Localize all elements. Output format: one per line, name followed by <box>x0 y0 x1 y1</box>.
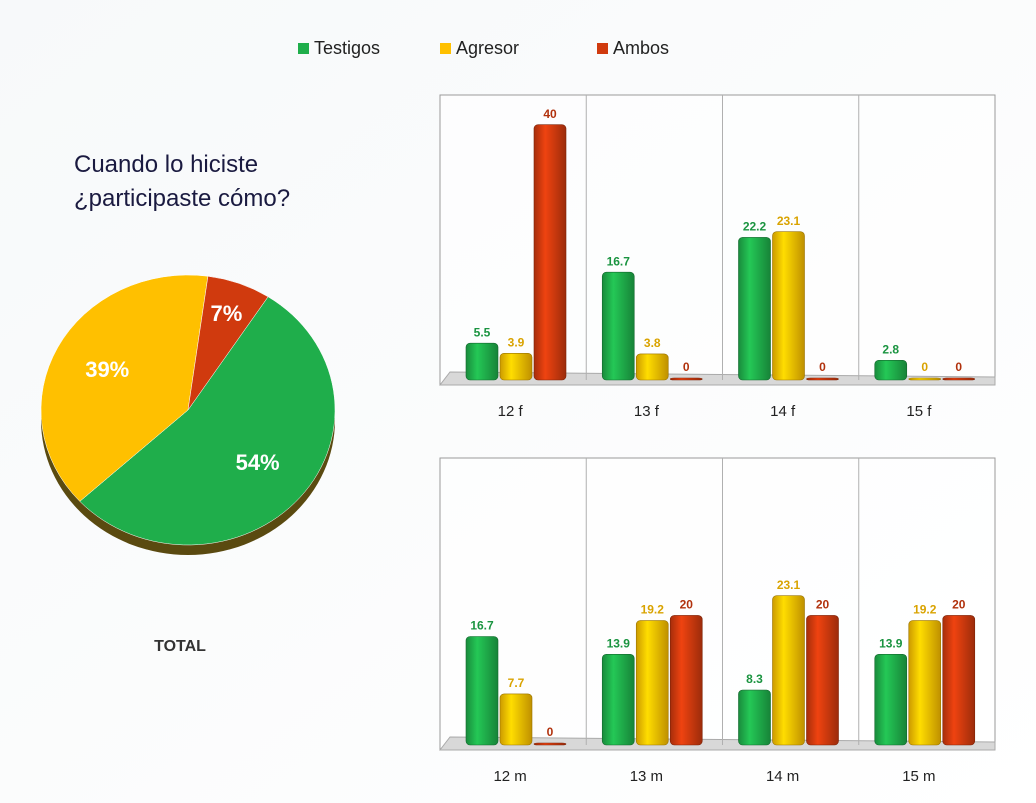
bar <box>772 595 805 746</box>
legend-label: Agresor <box>456 38 519 58</box>
bar-value-label: 0 <box>547 725 554 739</box>
bar-value-label: 22.2 <box>743 220 767 234</box>
bar <box>533 742 567 746</box>
bar-value-label: 20 <box>952 598 966 612</box>
bar-value-label: 0 <box>921 360 928 374</box>
x-tick-label: 15 m <box>902 768 935 785</box>
bar <box>806 615 839 746</box>
bar <box>738 689 771 746</box>
pie-label: TOTAL <box>154 638 206 655</box>
legend-label: Ambos <box>613 38 669 58</box>
bar <box>635 620 669 746</box>
bar <box>601 654 635 746</box>
x-tick-label: 13 m <box>630 768 663 785</box>
bar <box>942 615 976 746</box>
bar <box>601 271 635 381</box>
pie-value-label: 7% <box>211 301 243 326</box>
bar <box>772 231 805 381</box>
bar-value-label: 7.7 <box>508 676 525 690</box>
bar-value-label: 13.9 <box>879 637 903 651</box>
bar-value-label: 23.1 <box>777 578 801 592</box>
bar <box>874 654 908 746</box>
bar-value-label: 20 <box>680 598 694 612</box>
bar <box>908 620 942 746</box>
legend-swatch <box>298 43 309 54</box>
bar-value-label: 19.2 <box>913 603 937 617</box>
x-tick-label: 12 m <box>493 768 526 785</box>
bar <box>669 377 703 381</box>
bar <box>465 636 499 746</box>
bar-value-label: 2.8 <box>882 342 899 356</box>
pie-slice <box>79 296 336 546</box>
bar-value-label: 16.7 <box>470 619 494 633</box>
bar-value-label: 5.5 <box>474 325 491 339</box>
pie-slice <box>187 275 269 411</box>
pie-title: Cuando lo hiciste ¿participaste cómo? <box>74 151 291 212</box>
bar <box>465 342 499 381</box>
pie-value-label: 54% <box>236 450 280 475</box>
floor <box>438 736 996 751</box>
floor <box>438 371 996 386</box>
bar-value-label: 0 <box>819 360 826 374</box>
bar-value-label: 23.1 <box>777 214 801 228</box>
bar <box>942 377 976 381</box>
x-tick-label: 14 m <box>766 768 799 785</box>
bar <box>908 377 942 381</box>
legend-swatch <box>440 43 451 54</box>
bar <box>635 353 669 381</box>
bar-value-label: 16.7 <box>607 254 631 268</box>
pie-slice <box>40 274 209 502</box>
bar-value-label: 13.9 <box>607 637 631 651</box>
bar-value-label: 19.2 <box>641 603 665 617</box>
bar-value-label: 20 <box>816 598 830 612</box>
legend-swatch <box>597 43 608 54</box>
plot-frame <box>439 94 996 386</box>
bar <box>669 615 703 746</box>
bar-value-label: 3.9 <box>508 335 525 349</box>
bar-value-label: 0 <box>955 360 962 374</box>
x-tick-label: 12 f <box>498 403 524 420</box>
bar-value-label: 0 <box>683 360 690 374</box>
bar-value-label: 3.8 <box>644 336 661 350</box>
bar <box>499 693 533 746</box>
bar <box>499 352 533 381</box>
bar <box>806 377 839 381</box>
bar <box>738 237 771 381</box>
bar <box>874 359 908 381</box>
legend-label: Testigos <box>314 38 380 58</box>
x-tick-label: 13 f <box>634 403 660 420</box>
bar-value-label: 8.3 <box>746 672 763 686</box>
x-tick-label: 15 f <box>906 403 932 420</box>
bar <box>533 124 567 381</box>
bar-value-label: 40 <box>543 107 557 121</box>
pie-value-label: 39% <box>85 357 129 382</box>
x-tick-label: 14 f <box>770 403 796 420</box>
